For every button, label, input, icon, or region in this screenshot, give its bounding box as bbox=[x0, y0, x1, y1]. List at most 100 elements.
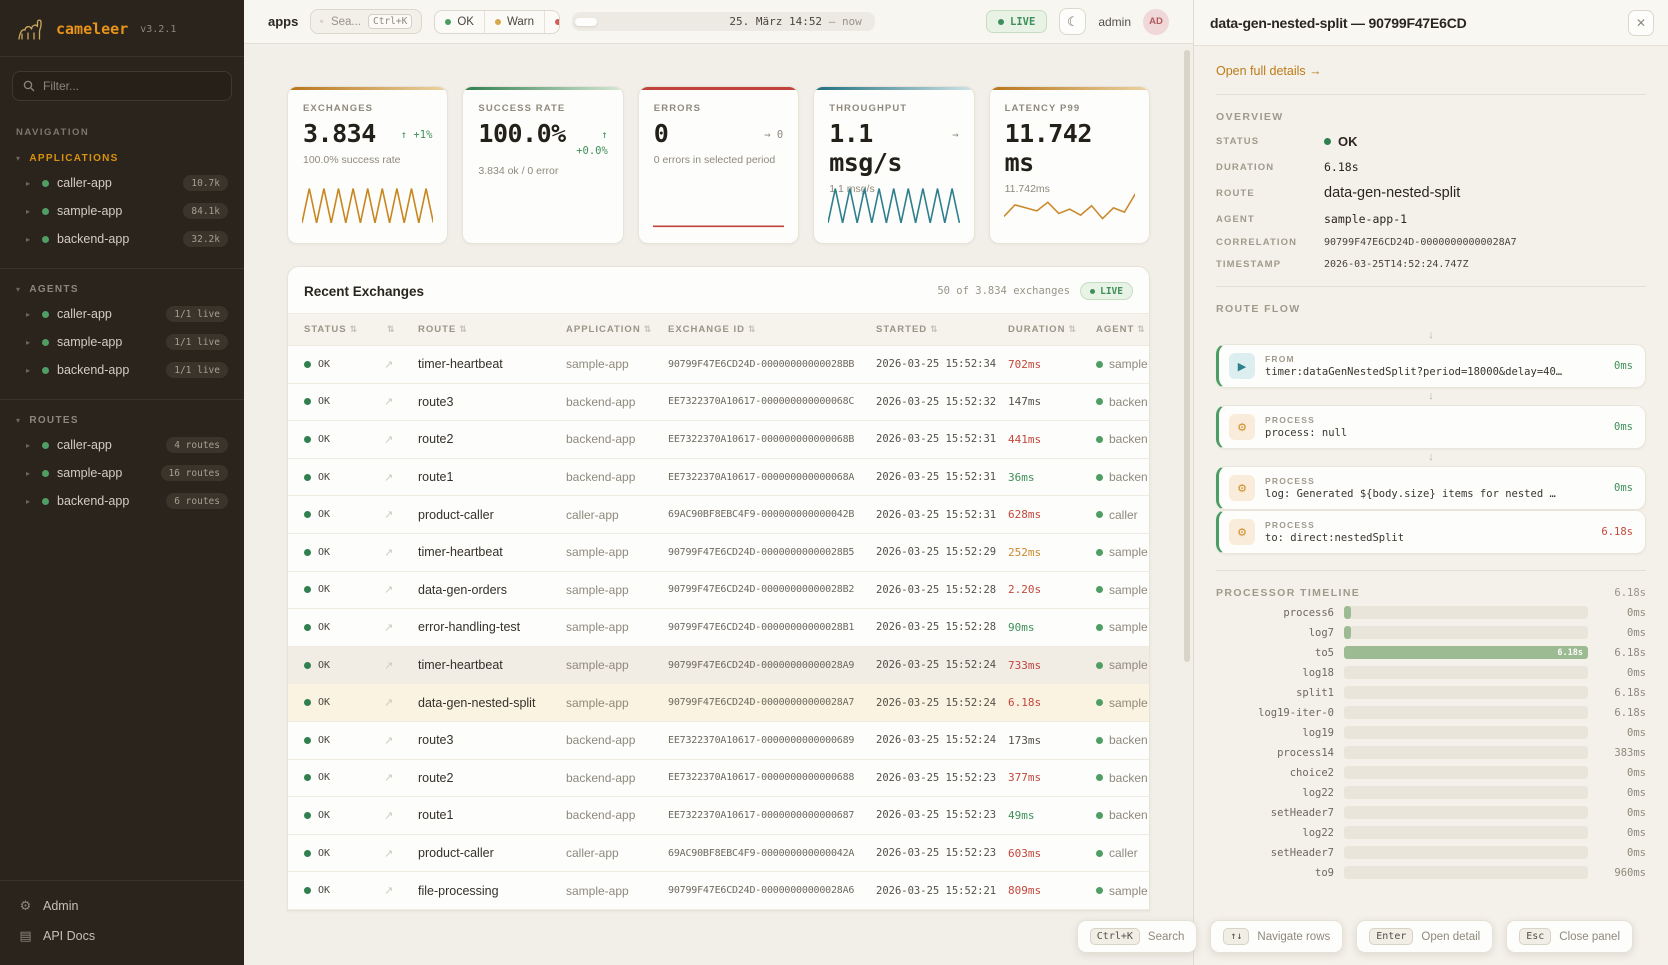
table-row[interactable]: OK ↗ timer-heartbeat sample-app 90799F47… bbox=[288, 346, 1149, 384]
time-range-button[interactable] bbox=[599, 18, 621, 26]
processor-name: log22 bbox=[1302, 786, 1334, 799]
overview-row: DURATION 6.18s bbox=[1216, 160, 1646, 174]
hint-label: Navigate rows bbox=[1257, 930, 1331, 943]
overview-row: CORRELATION 90799F47E6CD24D-000000000000… bbox=[1216, 237, 1646, 248]
agent-cell: caller bbox=[1096, 846, 1149, 860]
sidebar-item[interactable]: ▸ caller-app 10.7k bbox=[8, 169, 236, 197]
sidebar-item[interactable]: ▸ caller-app 4 routes bbox=[8, 431, 236, 459]
time-range-button[interactable] bbox=[695, 18, 717, 26]
agent-cell: backen bbox=[1096, 470, 1149, 484]
table-row[interactable]: OK ↗ data-gen-orders sample-app 90799F47… bbox=[288, 572, 1149, 610]
sidebar-nav: ▾ APPLICATIONS ▸ caller-app 10.7k ▸ samp… bbox=[0, 144, 244, 526]
table-row[interactable]: OK ↗ route3 backend-app EE7322370A10617-… bbox=[288, 384, 1149, 422]
sidebar-item[interactable]: ▸ backend-app 32.2k bbox=[8, 225, 236, 253]
agent-cell: sample bbox=[1096, 545, 1149, 559]
metric-subtext: 0 errors in selected period bbox=[653, 153, 776, 166]
sidebar-item[interactable]: ▸ sample-app 16 routes bbox=[8, 459, 236, 487]
sidebar-item[interactable]: ▸ sample-app 84.1k bbox=[8, 197, 236, 225]
exchange-id-cell: 90799F47E6CD24D-00000000000028A6 bbox=[668, 885, 855, 897]
table-row[interactable]: OK ↗ timer-heartbeat sample-app 90799F47… bbox=[288, 646, 1149, 685]
agent-name: sample bbox=[1109, 582, 1148, 597]
time-range-button[interactable] bbox=[671, 18, 693, 26]
table-row[interactable]: OK ↗ product-caller caller-app 69AC90BF8… bbox=[288, 496, 1149, 534]
keyboard-hint: Esc Close panel bbox=[1506, 920, 1633, 953]
flow-arrow-down-icon: ↓ bbox=[1428, 390, 1434, 402]
route-flow-step[interactable]: ▶ FROM timer:dataGenNestedSplit?period=1… bbox=[1216, 344, 1646, 388]
sidebar-section-header[interactable]: ▾ AGENTS bbox=[8, 279, 236, 300]
timeline-bar-track bbox=[1344, 606, 1588, 619]
column-header-label: APPLICATION bbox=[566, 324, 641, 335]
sidebar-section-label: ROUTES bbox=[29, 415, 79, 426]
table-row[interactable]: OK ↗ data-gen-nested-split sample-app 90… bbox=[288, 684, 1149, 722]
processor-duration: 0ms bbox=[1627, 786, 1646, 799]
time-range-button[interactable] bbox=[647, 18, 669, 26]
table-row[interactable]: OK ↗ route2 backend-app EE7322370A10617-… bbox=[288, 760, 1149, 798]
processor-name: split1 bbox=[1296, 686, 1334, 699]
status-filter-chip[interactable]: OK bbox=[435, 11, 484, 33]
processor-duration: 6.18s bbox=[1614, 646, 1646, 659]
sidebar-item[interactable]: ▸ backend-app 1/1 live bbox=[8, 356, 236, 384]
sidebar-item[interactable]: ▸ backend-app 6 routes bbox=[8, 487, 236, 515]
table-row[interactable]: OK ↗ product-caller caller-app 69AC90BF8… bbox=[288, 835, 1149, 873]
column-header[interactable]: APPLICATION ⇅ bbox=[566, 324, 668, 335]
processor-timeline: process6 0ms log7 0ms to5 6.18s 6.18s lo… bbox=[1216, 606, 1646, 879]
table-row[interactable]: OK ↗ timer-heartbeat sample-app 90799F47… bbox=[288, 534, 1149, 572]
table-row[interactable]: OK ↗ route1 backend-app EE7322370A10617-… bbox=[288, 459, 1149, 497]
table-row[interactable]: OK ↗ error-handling-test sample-app 9079… bbox=[288, 609, 1149, 647]
status-text: OK bbox=[318, 772, 331, 784]
status-dot bbox=[42, 338, 49, 346]
column-header[interactable]: ROUTE ⇅ bbox=[418, 324, 566, 335]
open-full-details-link[interactable]: Open full details → bbox=[1216, 64, 1322, 78]
agent-status-dot bbox=[1096, 849, 1103, 857]
duration-cell: 6.18s bbox=[1008, 696, 1042, 710]
column-header[interactable]: ⇅ bbox=[384, 324, 418, 335]
status-filter-chip[interactable]: Warn bbox=[483, 10, 544, 33]
timeline-bar-track bbox=[1344, 746, 1588, 759]
avatar[interactable]: AD bbox=[1143, 8, 1169, 35]
sidebar-footer-item[interactable]: ▤ API Docs bbox=[16, 921, 228, 951]
agent-cell: sample bbox=[1096, 620, 1149, 634]
table-row[interactable]: OK ↗ route1 backend-app EE7322370A10617-… bbox=[288, 797, 1149, 835]
overview-row: STATUS OK bbox=[1216, 134, 1646, 149]
table-row[interactable]: OK ↗ route3 backend-app EE7322370A10617-… bbox=[288, 722, 1149, 760]
sidebar-item[interactable]: ▸ caller-app 1/1 live bbox=[8, 300, 236, 328]
status-text: OK bbox=[318, 396, 331, 408]
table-row[interactable]: OK ↗ route2 backend-app EE7322370A10617-… bbox=[288, 421, 1149, 459]
sidebar-filter-input[interactable]: Filter... bbox=[12, 71, 232, 101]
date-range-label[interactable]: 25. März 14:52 — now bbox=[729, 15, 862, 28]
column-header[interactable]: EXCHANGE ID ⇅ bbox=[668, 324, 876, 335]
theme-toggle-button[interactable]: ☾ bbox=[1059, 8, 1087, 35]
processor-name: log19-iter-0 bbox=[1258, 706, 1334, 719]
metric-sparkline bbox=[302, 187, 433, 233]
agent-status-dot bbox=[1096, 398, 1103, 406]
column-header[interactable]: STATUS ⇅ bbox=[304, 324, 384, 335]
sidebar-section-header[interactable]: ▾ ROUTES bbox=[8, 410, 236, 431]
route-flow-step[interactable]: ⚙ PROCESS log: Generated ${body.size} it… bbox=[1216, 466, 1646, 510]
sidebar-footer-item[interactable]: ⚙ Admin bbox=[16, 891, 228, 921]
agent-status-dot bbox=[1096, 586, 1103, 594]
column-header[interactable]: STARTED ⇅ bbox=[876, 324, 1008, 335]
route-flow-step[interactable]: ⚙ PROCESS to: direct:nestedSplit 6.18s bbox=[1216, 510, 1646, 554]
column-header[interactable]: AGENT ⇅ bbox=[1096, 324, 1149, 335]
status-filter-chip[interactable]: E bbox=[544, 10, 560, 33]
application-cell: sample-app bbox=[566, 658, 629, 673]
route-flow-step[interactable]: ⚙ PROCESS process: null 0ms bbox=[1216, 405, 1646, 449]
close-panel-button[interactable]: ✕ bbox=[1628, 9, 1654, 36]
search-input[interactable]: Sea... Ctrl+K bbox=[310, 9, 423, 34]
sidebar-section-label: APPLICATIONS bbox=[29, 153, 119, 164]
step-type-label: FROM bbox=[1265, 354, 1295, 364]
time-range-button[interactable] bbox=[575, 17, 598, 26]
started-cell: 2026-03-25 15:52:29 bbox=[876, 546, 997, 559]
main-scrollbar[interactable] bbox=[1184, 50, 1190, 662]
time-range-button[interactable] bbox=[623, 18, 645, 26]
table-row[interactable]: OK ↗ file-processing sample-app 90799F47… bbox=[288, 872, 1149, 910]
status-text: OK bbox=[318, 734, 331, 746]
sidebar-item[interactable]: ▸ sample-app 1/1 live bbox=[8, 328, 236, 356]
sidebar-section-header[interactable]: ▾ APPLICATIONS bbox=[8, 148, 236, 169]
status-dot bbox=[304, 511, 311, 519]
column-header[interactable]: DURATION ⇅ bbox=[1008, 324, 1096, 335]
step-duration: 0ms bbox=[1614, 482, 1633, 494]
live-toggle[interactable]: LIVE bbox=[986, 10, 1048, 33]
sidebar-item-label: sample-app bbox=[57, 335, 123, 349]
processor-name: to9 bbox=[1315, 866, 1334, 879]
